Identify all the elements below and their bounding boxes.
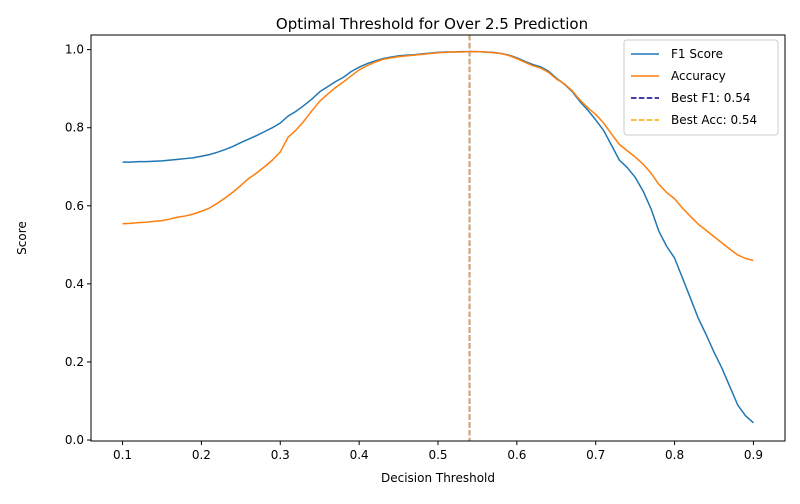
y-tick-label: 0.2 <box>65 355 84 369</box>
y-axis-ticks: 0.0 0.2 0.4 0.6 0.8 1.0 <box>65 43 91 447</box>
legend-label: Best F1: 0.54 <box>671 91 751 105</box>
y-tick-label: 0.8 <box>65 121 84 135</box>
chart-title: Optimal Threshold for Over 2.5 Predictio… <box>276 15 588 33</box>
y-tick-label: 0.4 <box>65 277 84 291</box>
x-tick-label: 0.1 <box>113 448 132 462</box>
legend-label: F1 Score <box>671 47 723 61</box>
y-axis-label: Score <box>15 221 29 255</box>
x-tick-label: 0.3 <box>271 448 290 462</box>
x-tick-label: 0.8 <box>665 448 684 462</box>
series-layer <box>122 50 754 424</box>
x-tick-label: 0.4 <box>350 448 369 462</box>
x-tick-label: 0.5 <box>428 448 447 462</box>
y-tick-label: 1.0 <box>65 43 84 57</box>
x-axis-label: Decision Threshold <box>381 471 495 485</box>
y-tick-label: 0.6 <box>65 199 84 213</box>
y-tick-label: 0.0 <box>65 433 84 447</box>
x-tick-label: 0.7 <box>586 448 605 462</box>
legend: F1 Score Accuracy Best F1: 0.54 Best Acc: 0… <box>623 39 779 136</box>
x-tick-label: 0.2 <box>192 448 211 462</box>
legend-label: Accuracy <box>671 69 726 83</box>
x-tick-label: 0.9 <box>744 448 763 462</box>
legend-box <box>623 39 779 136</box>
series-line-accuracy <box>122 50 754 262</box>
legend-label: Best Acc: 0.54 <box>671 113 757 127</box>
x-axis-ticks: 0.1 0.2 0.3 0.4 0.5 0.6 0.7 0.8 0.9 <box>113 441 763 462</box>
x-tick-label: 0.6 <box>507 448 526 462</box>
